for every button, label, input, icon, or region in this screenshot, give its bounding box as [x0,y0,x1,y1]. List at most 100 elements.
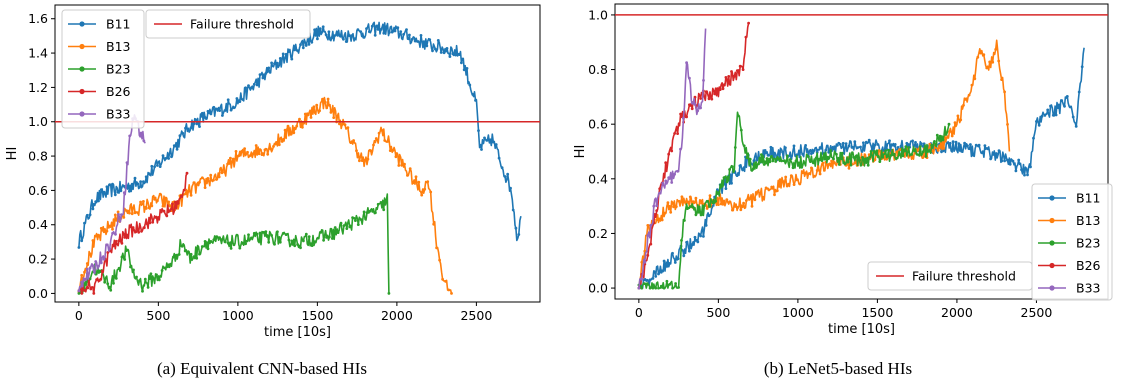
series-point-b11 [491,140,495,144]
series-point-b33 [128,134,132,138]
series-point-b23 [287,238,291,242]
series-point-b11 [707,214,711,218]
series-point-b23 [840,151,844,155]
series-point-b11 [948,141,952,145]
series-point-b11 [688,249,691,253]
series-point-b11 [428,38,432,41]
series-point-b13 [950,134,954,138]
series-point-b11 [654,275,658,278]
series-point-b11 [244,86,248,90]
series-point-b13 [91,239,95,242]
series-point-b11 [724,187,728,191]
x-tick-label: 1500 [301,308,333,323]
series-point-b23 [328,235,331,239]
series-point-b11 [833,145,836,149]
series-point-b33 [125,161,129,165]
series-point-b13 [655,218,658,222]
legend-label-b13: B13 [106,39,130,54]
series-point-b11 [448,55,452,58]
y-tick-label: 0.8 [28,149,48,164]
series-point-b11 [192,122,196,126]
series-point-b13 [733,205,737,208]
series-point-b23 [849,163,853,167]
series-point-b11 [506,172,510,176]
series-layer [637,21,1085,290]
series-point-b13 [759,191,762,195]
y-tick-label: 0.4 [28,217,48,232]
series-point-b23 [725,180,729,184]
series-point-b26 [735,69,739,72]
series-point-b13 [795,178,799,182]
series-point-b13 [801,171,805,175]
series-point-b11 [841,141,845,145]
series-point-b23 [659,284,663,288]
series-point-b23 [149,272,153,276]
series-point-b13 [329,111,333,114]
series-point-b13 [321,97,324,101]
series-point-b26 [83,289,87,292]
series-point-b23 [307,235,311,239]
series-point-b13 [674,205,678,209]
series-point-b13 [105,229,109,233]
series-point-b13 [979,51,983,55]
series-point-b11 [399,30,403,33]
series-point-b11 [94,200,98,204]
legend-marker-b23 [1049,240,1055,246]
series-point-b13 [215,178,218,181]
series-point-b11 [1003,159,1006,163]
series-point-b23 [835,152,838,156]
series-point-b13 [251,152,255,156]
series-point-b13 [280,140,284,143]
series-point-b11 [497,156,501,160]
series-point-b11 [1046,108,1050,112]
series-point-b13 [747,198,751,201]
series-point-b23 [907,146,911,149]
series-point-b11 [167,157,171,160]
series-point-b13 [340,123,344,126]
series-point-b33 [83,278,86,282]
series-point-b23 [120,255,124,259]
series-point-b11 [1063,104,1066,108]
legend-marker-b13 [79,43,85,50]
series-point-b11 [1000,159,1004,163]
series-point-b23 [229,247,233,250]
series-point-b13 [666,201,670,205]
series-point-b11 [488,138,492,142]
series-point-b11 [997,149,1001,153]
series-point-b11 [844,142,848,146]
series-point-b11 [1014,169,1018,173]
series-point-b26 [176,202,180,205]
series-point-b13 [967,93,971,97]
series-point-b13 [962,103,965,107]
series-point-b13 [377,131,381,135]
series-point-b11 [951,140,955,144]
series-point-b13 [116,210,120,214]
y-tick-label: 0.6 [28,183,48,198]
series-point-b13 [243,147,247,151]
series-point-b11 [645,278,649,282]
series-point-b11 [462,68,466,72]
series-point-b13 [770,185,774,189]
series-point-b23 [944,133,948,136]
series-point-b11 [919,142,923,146]
series-point-b13 [1000,78,1003,81]
series-point-b23 [379,201,383,204]
series-point-b11 [91,207,95,211]
series-point-b11 [1043,114,1047,117]
series-point-b23 [333,226,337,229]
series-point-b23 [325,236,328,239]
series-point-b11 [206,109,210,113]
series-point-b13 [263,148,267,152]
series-point-b13 [150,204,154,208]
series-point-b11 [457,52,460,56]
series-point-b33 [97,264,100,268]
series-point-b11 [890,143,894,147]
series-point-b13 [391,148,395,152]
series-point-b13 [432,222,436,226]
series-point-b33 [111,231,114,235]
series-point-b13 [646,224,650,227]
series-point-b23 [371,210,374,213]
series-point-b11 [301,46,305,50]
series-point-b13 [731,208,734,212]
legend-label-b11: B11 [106,17,130,32]
